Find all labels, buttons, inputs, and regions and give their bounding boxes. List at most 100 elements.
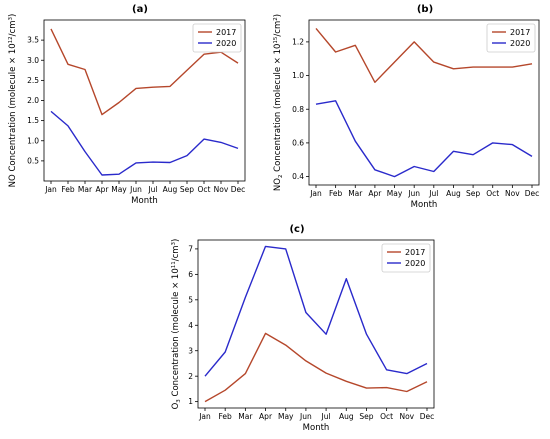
x-tick-label: Oct bbox=[198, 185, 211, 194]
x-axis-title: Month bbox=[131, 196, 158, 206]
x-tick-label: Sep bbox=[359, 412, 373, 421]
y-axis-title: NO Concentration (molecule × 1012/cm3) bbox=[8, 14, 18, 188]
legend-label-2020: 2020 bbox=[405, 259, 425, 268]
x-tick-label: Jan bbox=[309, 189, 322, 198]
legend-label-2017: 2017 bbox=[216, 28, 236, 37]
y-axis-title-part: 3 bbox=[8, 17, 14, 21]
panel-label: (a) bbox=[132, 4, 148, 15]
y-tick-label: 1.0 bbox=[292, 71, 304, 80]
y-axis-title-part: /cm bbox=[171, 245, 181, 261]
y-axis-title-part: /cm bbox=[8, 21, 18, 37]
y-tick-label: 3.0 bbox=[27, 56, 39, 65]
series-line-2020 bbox=[315, 100, 533, 178]
y-tick-label: 4 bbox=[188, 321, 193, 330]
x-tick-label: Jul bbox=[147, 185, 157, 194]
series-line-2020 bbox=[204, 245, 428, 377]
y-axis-title-part: Concentration (molecule × 10 bbox=[273, 44, 283, 175]
series-line-2020 bbox=[50, 110, 239, 176]
x-tick-label: Mar bbox=[348, 189, 363, 198]
y-axis-title: O3 Concentration (molecule × 1011/cm3) bbox=[171, 239, 182, 410]
x-tick-label: Dec bbox=[525, 189, 540, 198]
legend-box bbox=[192, 23, 242, 53]
x-tick-label: Apr bbox=[96, 185, 110, 194]
legend: 2017 2020 bbox=[486, 23, 536, 53]
x-tick-label: Dec bbox=[231, 185, 246, 194]
x-tick-label: Nov bbox=[214, 185, 229, 194]
y-tick-label: 1.5 bbox=[27, 116, 39, 125]
y-tick-label: 5 bbox=[188, 295, 193, 304]
legend-box bbox=[381, 243, 431, 273]
y-axis-title-part: ) bbox=[8, 14, 18, 17]
x-tick-label: Apr bbox=[368, 189, 382, 198]
y-tick-label: 1 bbox=[188, 397, 193, 406]
legend-box bbox=[486, 23, 536, 53]
y-axis-title-part: 2 bbox=[273, 17, 279, 21]
x-tick-label: Aug bbox=[163, 185, 178, 194]
x-tick-label: Sep bbox=[466, 189, 480, 198]
y-axis-title-part: NO Concentration (molecule × 10 bbox=[8, 43, 18, 187]
legend-label-2017: 2017 bbox=[510, 28, 530, 37]
x-tick-label: Mar bbox=[238, 412, 253, 421]
y-axis-title-part: /cm bbox=[273, 21, 283, 37]
x-tick-label: Nov bbox=[399, 412, 414, 421]
panel-label: (b) bbox=[417, 4, 433, 15]
y-tick-label: 6 bbox=[188, 270, 193, 279]
plot-frame bbox=[197, 239, 435, 409]
x-tick-label: Oct bbox=[380, 412, 393, 421]
panel-label: (c) bbox=[289, 224, 304, 235]
x-tick-label: May bbox=[111, 185, 127, 194]
x-tick-label: Apr bbox=[259, 412, 273, 421]
x-tick-label: Jan bbox=[198, 412, 211, 421]
x-tick-label: Aug bbox=[339, 412, 354, 421]
y-tick-label: 0.6 bbox=[292, 139, 304, 148]
plot-frame bbox=[308, 19, 540, 186]
x-tick-label: Aug bbox=[446, 189, 461, 198]
y-axis-title-part: ) bbox=[171, 239, 181, 242]
x-tick-label: Dec bbox=[420, 412, 435, 421]
y-axis-title-part: 3 bbox=[171, 241, 177, 245]
x-tick-label: Feb bbox=[219, 412, 233, 421]
x-tick-label: May bbox=[278, 412, 294, 421]
x-tick-label: Jan bbox=[44, 185, 57, 194]
y-axis-title-part: NO bbox=[273, 178, 283, 191]
x-tick-label: Jun bbox=[407, 189, 420, 198]
y-axis-title-part: Concentration (molecule × 10 bbox=[171, 268, 181, 399]
y-axis-title-part: 11 bbox=[171, 261, 177, 268]
x-axis-title: Month bbox=[411, 200, 438, 210]
legend-label-2020: 2020 bbox=[216, 39, 236, 48]
y-axis-title-part: 3 bbox=[176, 399, 182, 403]
series-line-2017 bbox=[315, 27, 533, 84]
y-tick-label: 2 bbox=[188, 372, 193, 381]
y-axis-title-part: 12 bbox=[8, 36, 14, 43]
series-line-2017 bbox=[204, 332, 428, 403]
y-tick-label: 3.5 bbox=[27, 36, 39, 45]
y-axis-title-part: 15 bbox=[273, 36, 279, 43]
y-tick-label: 0.8 bbox=[292, 105, 304, 114]
y-axis-title-part: 2 bbox=[278, 175, 284, 179]
chart-panel-2: (b) 0.4 0.6 0.8 1.0 1.2 Jan Feb Mar Apr May Jun Jul A… bbox=[273, 4, 540, 210]
y-tick-label: 1.2 bbox=[292, 37, 304, 46]
x-tick-label: May bbox=[387, 189, 403, 198]
series-line-2017 bbox=[50, 28, 239, 116]
y-tick-label: 3 bbox=[188, 346, 193, 355]
x-tick-label: Nov bbox=[505, 189, 520, 198]
y-tick-label: 2.5 bbox=[27, 76, 39, 85]
x-tick-label: Feb bbox=[329, 189, 343, 198]
x-tick-label: Oct bbox=[486, 189, 499, 198]
x-axis-title: Month bbox=[303, 423, 330, 433]
legend: 2017 2020 bbox=[192, 23, 242, 53]
x-tick-label: Jul bbox=[321, 412, 331, 421]
y-axis-title-part: ) bbox=[273, 14, 283, 17]
x-tick-label: Feb bbox=[61, 185, 75, 194]
x-tick-label: Sep bbox=[180, 185, 194, 194]
y-axis-title: NO2 Concentration (molecule × 1015/cm2) bbox=[273, 14, 284, 191]
y-tick-label: 7 bbox=[188, 245, 193, 254]
x-tick-label: Mar bbox=[78, 185, 93, 194]
x-tick-label: Jun bbox=[129, 185, 142, 194]
y-tick-label: 1.0 bbox=[27, 136, 39, 145]
y-tick-label: 2.0 bbox=[27, 96, 39, 105]
y-tick-label: 0.4 bbox=[292, 172, 304, 181]
y-tick-label: 0.5 bbox=[27, 156, 39, 165]
